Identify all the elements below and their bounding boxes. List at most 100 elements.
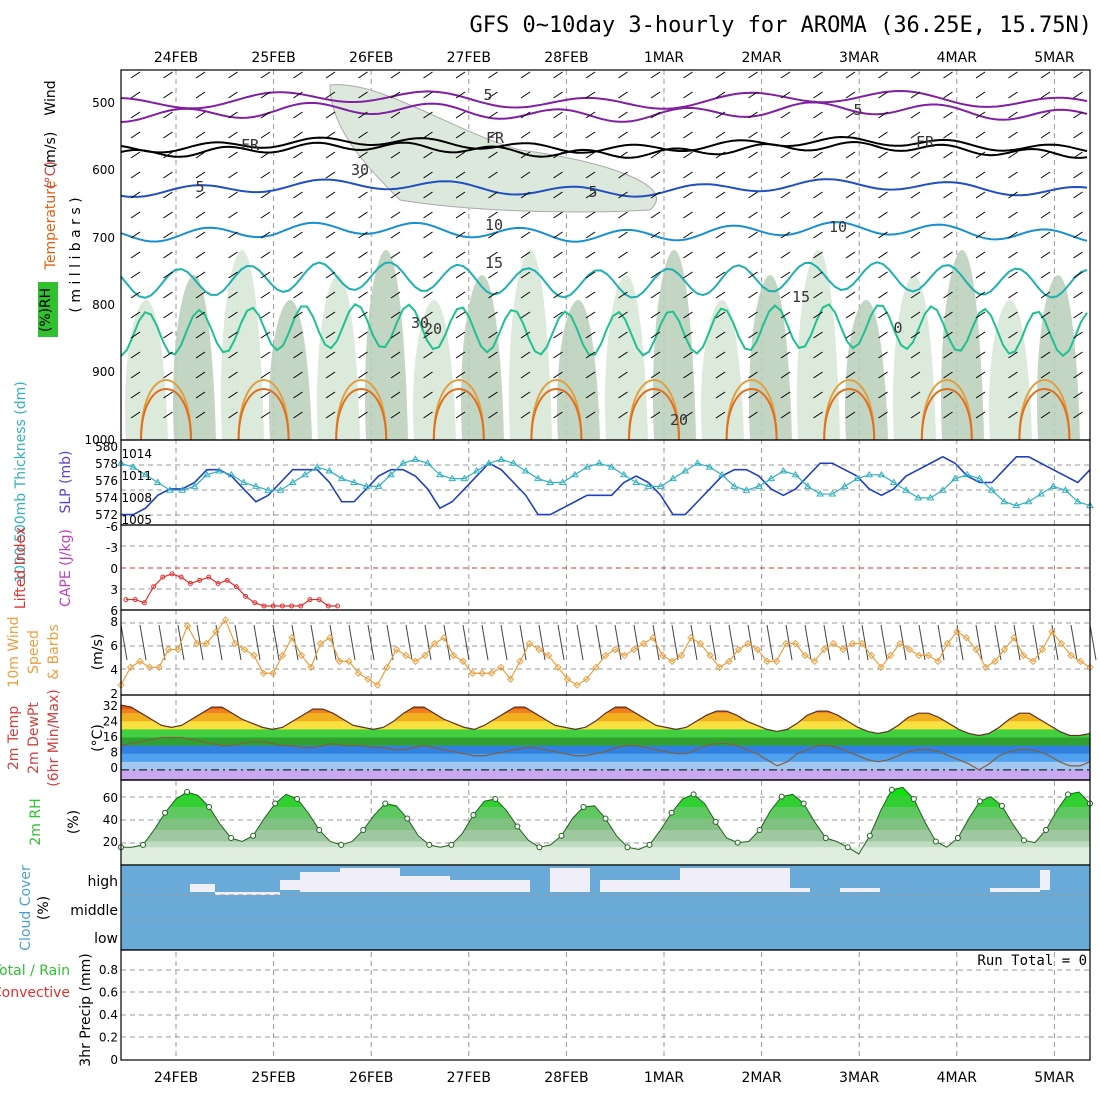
wind-barb [1008, 171, 1018, 179]
wind-barb [709, 624, 717, 661]
wind-barb [780, 351, 791, 359]
wind-barb [1073, 251, 1083, 259]
rh-shading-region [1037, 275, 1080, 440]
wind-barb [228, 211, 238, 219]
wind-barb [163, 231, 173, 239]
wind-barb [390, 251, 401, 259]
wind-barb [618, 91, 628, 99]
wind-barb [878, 71, 888, 79]
contour-label: 10 [829, 218, 847, 236]
rh-point [558, 832, 565, 839]
wind-barb [845, 271, 856, 279]
wind-barb [390, 291, 401, 299]
wind-barb [1008, 251, 1018, 259]
wind-speed-line [120, 618, 1091, 686]
wind-tick: 4 [110, 663, 118, 677]
rh-point [140, 841, 147, 848]
wind-barb [715, 191, 726, 199]
date-label-bottom: 26FEB [349, 1070, 393, 1086]
wind-barb [163, 331, 173, 339]
wind-barb [585, 151, 596, 159]
wind-barb [455, 371, 466, 379]
wind-barb [260, 291, 271, 299]
wind-speed-point [611, 645, 619, 654]
wind-barb [260, 271, 271, 279]
wind-barb [1073, 71, 1083, 79]
wind-barb [195, 311, 206, 319]
wind-barb [163, 131, 173, 139]
thickness-tick: 578 [95, 457, 118, 471]
wind-barb [1040, 351, 1051, 359]
wind-barb [975, 171, 986, 179]
thickness-marker [693, 459, 702, 466]
wind-barb [293, 251, 303, 259]
lifted-index-point [316, 597, 322, 603]
pressure-tick: 800 [92, 298, 115, 312]
wind-barb [390, 171, 401, 179]
wind-barb [423, 371, 433, 379]
thickness-marker [521, 466, 530, 474]
rh-point [228, 835, 235, 842]
wind-barb [390, 351, 401, 359]
wind-barb [553, 211, 563, 219]
wind-barb [520, 231, 531, 239]
wind-barb [780, 111, 791, 119]
wind-barb [910, 291, 921, 299]
wind-speed-point [782, 639, 790, 648]
wind-barb [455, 131, 466, 139]
wind-barb [650, 311, 661, 319]
wind-barb [585, 131, 596, 139]
wind-barb [1073, 131, 1083, 139]
thickness-marker [1061, 486, 1070, 493]
wind-barb [348, 624, 356, 661]
rh-point [646, 841, 653, 848]
wind-barb [715, 71, 726, 79]
date-label-bottom: 24FEB [154, 1070, 198, 1086]
wind-speed-point [791, 639, 800, 648]
wind-barb [1008, 351, 1018, 359]
thickness-marker [656, 482, 665, 489]
wind-barb [748, 391, 758, 399]
wind-barb [715, 251, 726, 259]
wind-barb [910, 411, 921, 419]
cloud-gap [840, 888, 880, 892]
wind-barb [1032, 624, 1040, 661]
wind-barb [650, 111, 661, 119]
wind-speed-point [411, 657, 420, 666]
wind-barb [390, 151, 401, 159]
thickness-marker [509, 459, 518, 466]
wind-barb [1040, 331, 1051, 339]
rh-point [1042, 826, 1049, 833]
rh-shading-region [749, 275, 792, 440]
wind-speed-point [554, 663, 562, 672]
wind-barb [683, 371, 693, 379]
wind-barb [813, 391, 823, 399]
temperature-contour [120, 178, 1088, 198]
cloud-gap [190, 884, 215, 892]
wind-speed-point [250, 651, 258, 660]
thickness-marker [767, 474, 775, 482]
rh-point [954, 835, 961, 842]
wind-barb [538, 624, 546, 661]
rh-point [250, 832, 257, 839]
wind-speed-point [649, 633, 657, 642]
wind-barb [910, 91, 921, 99]
wind-barb [260, 171, 271, 179]
wind-barb [618, 231, 628, 239]
wind-barb [585, 91, 596, 99]
warm-contour [920, 388, 973, 441]
wind-barb [683, 171, 693, 179]
wind-barb [163, 211, 173, 219]
wind-barb [650, 371, 661, 379]
wind-barb [910, 271, 921, 279]
wind-speed-point [772, 657, 781, 666]
wind-barb [260, 211, 271, 219]
wind-barb [1008, 211, 1018, 219]
wind-barb [943, 291, 953, 299]
wind-speed-point [535, 645, 543, 654]
wind-barb [130, 71, 141, 79]
wind-barb [1008, 111, 1018, 119]
cloud-gap [280, 880, 300, 890]
wind-barb [975, 151, 986, 159]
wind-barb [1040, 391, 1051, 399]
